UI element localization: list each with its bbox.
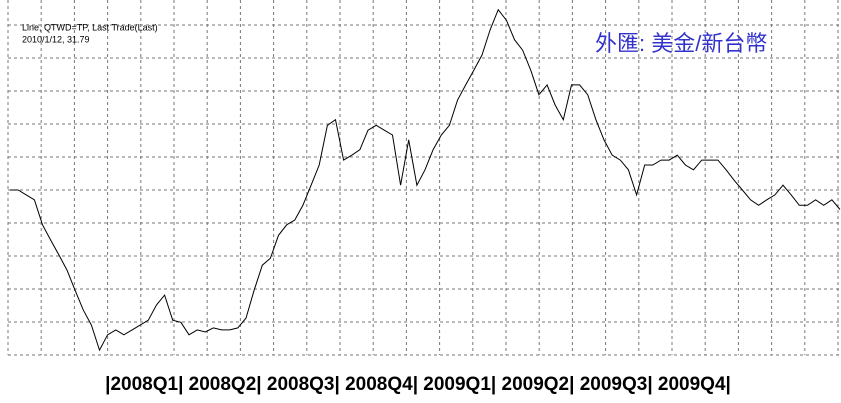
grid (7, 0, 840, 356)
x-axis-label: |2008Q1| 2008Q2| 2008Q3| 2008Q4| 2009Q1|… (105, 374, 731, 395)
data-line (10, 8, 841, 352)
annotation: Line, QTWD=TP, Last Trade(Last) (22, 22, 158, 32)
annotation: 2010/1/12, 31.79 (22, 34, 90, 44)
chart-title: 外匯: 美金/新台幣 (595, 31, 767, 56)
